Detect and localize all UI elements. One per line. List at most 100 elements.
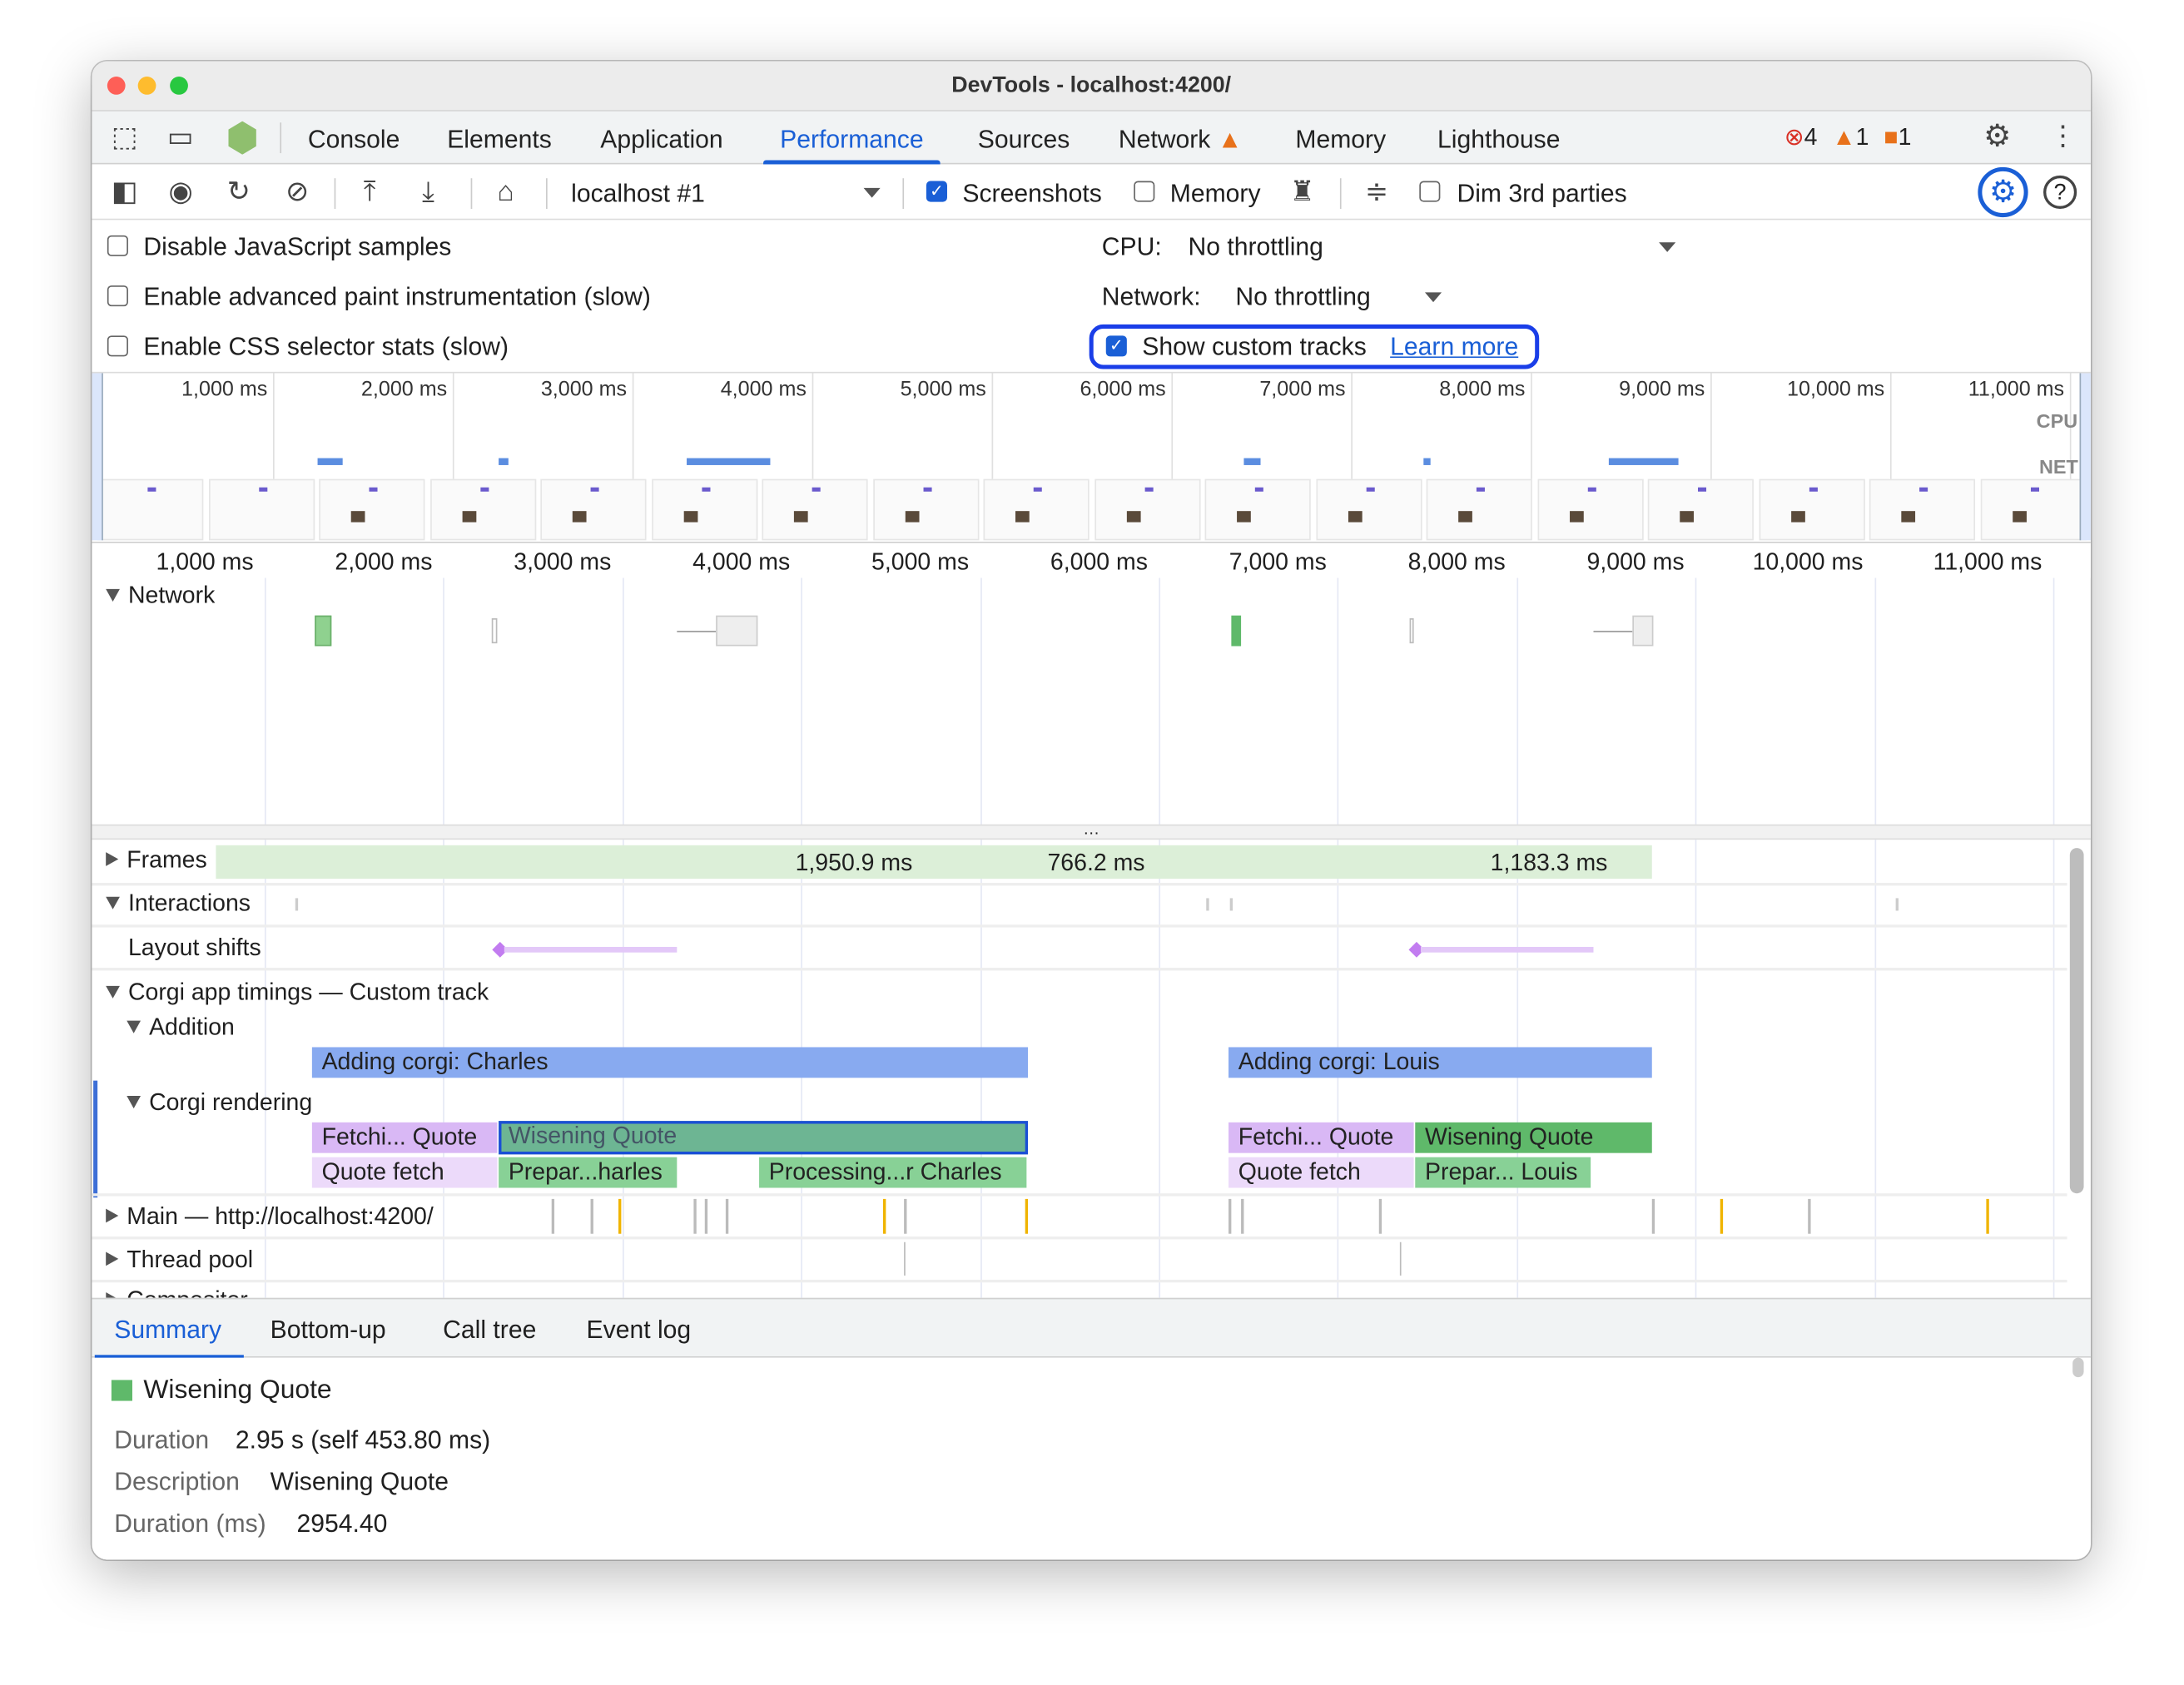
- frames-track-header[interactable]: Frames: [106, 846, 213, 875]
- compositor-track-header[interactable]: Compositor: [106, 1286, 248, 1298]
- more-options-icon[interactable]: ⋮: [2048, 121, 2077, 152]
- screenshot-thumbnail[interactable]: [429, 478, 536, 541]
- screenshot-thumbnail[interactable]: [1758, 478, 1864, 541]
- tab-lighthouse[interactable]: Lighthouse: [1437, 125, 1561, 154]
- event-fetching-quote[interactable]: Fetchi... Quote: [311, 1122, 498, 1153]
- minimize-window-button[interactable]: [137, 77, 156, 95]
- main-thread-task[interactable]: [882, 1198, 886, 1234]
- help-icon[interactable]: ?: [2043, 175, 2077, 210]
- extension-icon[interactable]: [228, 121, 256, 155]
- screenshot-thumbnail[interactable]: [1647, 478, 1754, 541]
- custom-track-header[interactable]: Corgi app timings — Custom track: [106, 979, 489, 1006]
- thread-pool-track-header[interactable]: Thread pool: [106, 1246, 253, 1274]
- main-thread-task[interactable]: [725, 1198, 728, 1234]
- network-throttling-select[interactable]: No throttling: [1235, 282, 1371, 311]
- download-icon[interactable]: ⤓: [422, 176, 434, 208]
- tab-memory[interactable]: Memory: [1295, 125, 1387, 154]
- close-window-button[interactable]: [107, 77, 126, 95]
- addition-group-header[interactable]: Addition: [127, 1013, 235, 1041]
- main-thread-task[interactable]: [1228, 1198, 1231, 1234]
- event-fetching-quote[interactable]: Fetchi... Quote: [1228, 1122, 1414, 1153]
- tab-sources[interactable]: Sources: [977, 125, 1070, 154]
- screenshot-thumbnail[interactable]: [1869, 478, 1976, 541]
- css-selector-stats-checkbox[interactable]: [107, 335, 128, 357]
- main-thread-task[interactable]: [1720, 1198, 1723, 1234]
- main-thread-task[interactable]: [904, 1198, 906, 1234]
- dim-3rd-parties-checkbox[interactable]: [1419, 181, 1441, 202]
- event-preparing-charles[interactable]: Prepar...harles: [499, 1157, 678, 1188]
- main-thread-task[interactable]: [1025, 1198, 1028, 1234]
- screenshot-thumbnail[interactable]: [1315, 478, 1422, 541]
- network-request[interactable]: [315, 615, 332, 647]
- screenshot-thumbnail[interactable]: [1426, 478, 1532, 541]
- sidebar-toggle-icon[interactable]: ◧: [111, 176, 138, 208]
- tab-bottom-up[interactable]: Bottom-up: [270, 1316, 386, 1344]
- thread-pool-task[interactable]: [904, 1241, 906, 1276]
- main-thread-task[interactable]: [1651, 1198, 1655, 1234]
- network-request[interactable]: [1409, 618, 1414, 644]
- cpu-dropdown-icon[interactable]: [1659, 242, 1676, 252]
- reload-record-icon[interactable]: ↻: [226, 176, 251, 208]
- event-adding-corgi-charles[interactable]: Adding corgi: Charles: [311, 1047, 1029, 1078]
- network-request[interactable]: [491, 618, 498, 644]
- interactions-track-header[interactable]: Interactions: [106, 890, 251, 917]
- screenshot-thumbnail[interactable]: [319, 478, 425, 541]
- layout-shift-cluster[interactable]: [504, 946, 678, 953]
- track-splitter[interactable]: …: [92, 820, 2091, 840]
- layout-shift-cluster[interactable]: [1420, 946, 1594, 953]
- event-quote-fetch[interactable]: Quote fetch: [311, 1157, 498, 1188]
- zoom-window-button[interactable]: [170, 77, 188, 95]
- tab-performance[interactable]: Performance: [763, 112, 941, 165]
- home-icon[interactable]: ⌂: [497, 176, 514, 208]
- interaction-marker[interactable]: [1895, 898, 1899, 911]
- screenshot-thumbnail[interactable]: [1979, 478, 2087, 541]
- learn-more-link[interactable]: Learn more: [1390, 332, 1519, 361]
- tab-application[interactable]: Application: [600, 125, 723, 154]
- event-quote-fetch[interactable]: Quote fetch: [1228, 1157, 1414, 1188]
- tab-event-log[interactable]: Event log: [586, 1316, 692, 1344]
- tab-network[interactable]: Network ▲: [1119, 112, 1243, 165]
- screenshot-thumbnail[interactable]: [762, 478, 868, 541]
- garbage-collect-icon[interactable]: ♜: [1289, 176, 1315, 208]
- screenshot-thumbnail[interactable]: [1204, 478, 1311, 541]
- screenshot-thumbnail[interactable]: [651, 478, 757, 541]
- target-select[interactable]: localhost #1: [571, 179, 705, 208]
- main-thread-task[interactable]: [618, 1198, 621, 1234]
- issue-counters[interactable]: ⊗4 ▲1 ■1: [1784, 124, 1912, 151]
- network-dropdown-icon[interactable]: [1424, 292, 1442, 303]
- collapse-tracks-icon[interactable]: ≑: [1365, 176, 1389, 208]
- overview-right-handle[interactable]: [2079, 373, 2091, 541]
- cpu-throttling-select[interactable]: No throttling: [1188, 232, 1323, 260]
- tab-console[interactable]: Console: [307, 125, 400, 154]
- device-toolbar-icon[interactable]: ▭: [166, 122, 194, 154]
- tab-call-tree[interactable]: Call tree: [443, 1316, 537, 1344]
- main-thread-task[interactable]: [1241, 1198, 1243, 1234]
- show-custom-tracks-checkbox[interactable]: ✓: [1105, 335, 1127, 357]
- network-request[interactable]: [1632, 615, 1654, 647]
- event-processing-charles[interactable]: Processing...r Charles: [759, 1157, 1027, 1188]
- clear-icon[interactable]: ⊘: [285, 176, 310, 208]
- main-thread-task[interactable]: [704, 1198, 707, 1234]
- screenshot-thumbnail[interactable]: [983, 478, 1090, 541]
- event-preparing-louis[interactable]: Prepar... Louis: [1415, 1157, 1591, 1188]
- timeline-overview[interactable]: 1,000 ms 2,000 ms 3,000 ms 4,000 ms 5,000 ms…: [92, 373, 2091, 543]
- network-request[interactable]: [1231, 615, 1242, 647]
- summary-scrollbar[interactable]: [2072, 1357, 2084, 1378]
- event-adding-corgi-louis[interactable]: Adding corgi: Louis: [1228, 1047, 1652, 1078]
- interaction-marker[interactable]: [1206, 898, 1209, 911]
- tracks-scrollbar[interactable]: [2069, 848, 2084, 1194]
- settings-gear-icon[interactable]: ⚙: [1983, 118, 2012, 154]
- main-thread-task[interactable]: [551, 1198, 554, 1234]
- disable-js-samples-checkbox[interactable]: [107, 235, 128, 256]
- screenshot-thumbnail[interactable]: [208, 478, 315, 541]
- frames-bar[interactable]: [216, 845, 1652, 879]
- main-thread-task[interactable]: [1808, 1198, 1810, 1234]
- network-track-header[interactable]: Network: [106, 582, 215, 610]
- thread-pool-task[interactable]: [1399, 1241, 1402, 1276]
- record-icon[interactable]: ◉: [168, 176, 193, 208]
- inspect-element-icon[interactable]: ⬚: [111, 122, 138, 154]
- rendering-group-header[interactable]: Corgi rendering: [127, 1089, 312, 1117]
- advanced-paint-checkbox[interactable]: [107, 285, 128, 307]
- main-thread-task[interactable]: [1986, 1198, 1988, 1234]
- tab-summary[interactable]: Summary: [94, 1299, 244, 1360]
